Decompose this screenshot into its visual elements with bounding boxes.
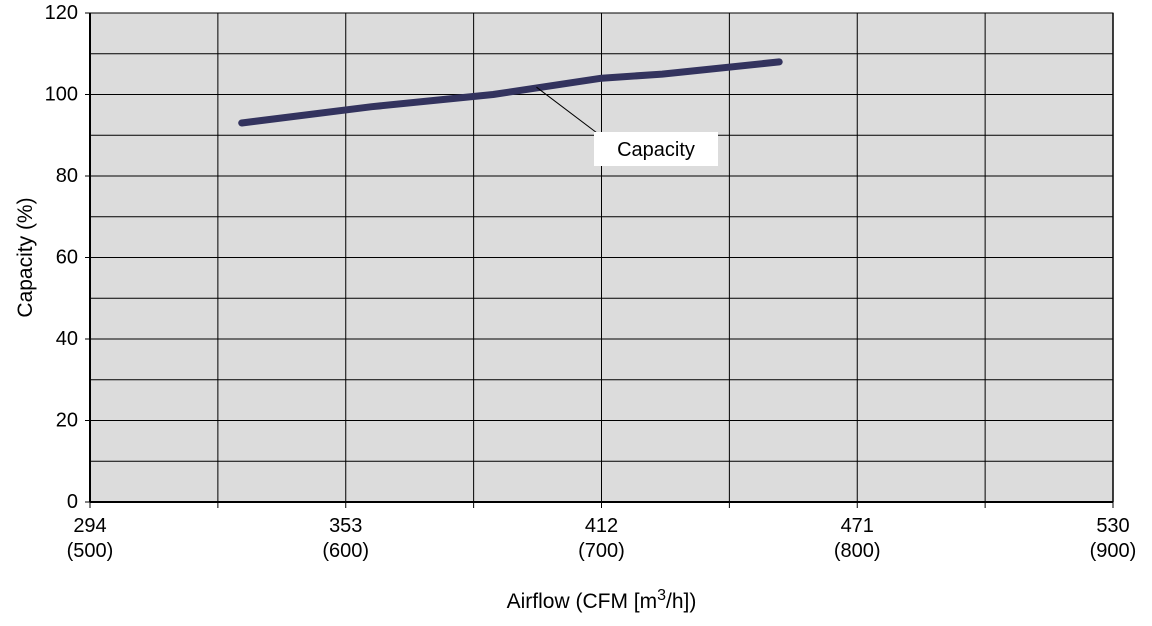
x-tick-labels: 294 (500) 353 (600) 412 (700) 471 (800) 530 (900) [67,515,1137,562]
x-axis-title-suffix: /h]) [666,590,696,613]
y-tick-label: 80 [56,165,78,187]
x-tick-label: 471 [841,515,874,537]
y-tick-label: 20 [56,410,78,432]
annotation-layer: Capacity [536,86,718,166]
x-axis-title-prefix: Airflow (CFM [m [507,590,658,613]
x-tick-label: 530 [1096,515,1129,537]
x-tick-label: 412 [585,515,618,537]
annotation-box [594,132,718,166]
annotation-label: Capacity [617,139,695,161]
x-tick-sublabel: (600) [322,540,369,562]
y-tick-labels: 0 20 40 60 80 100 120 [45,2,78,513]
series-line-capacity [238,58,783,127]
gridlines [90,13,1113,502]
x-tick-sublabel: (900) [1090,540,1137,562]
x-axis-title: Airflow (CFM [m3/h]) [507,587,697,613]
y-tick-label: 40 [56,328,78,350]
x-tick-label: 294 [73,515,106,537]
axes [85,12,1114,508]
y-tick-label: 100 [45,84,78,106]
y-axis-title: Capacity (%) [14,197,37,317]
y-tick-label: 60 [56,247,78,269]
series-layer [238,58,783,127]
x-tick-sublabel: (500) [67,540,114,562]
x-axis-title-superscript: 3 [657,587,666,604]
x-tick-label: 353 [329,515,362,537]
y-tick-label: 0 [67,491,78,513]
annotation-leader-line [536,86,602,137]
x-tick-sublabel: (800) [834,540,881,562]
y-tick-label: 120 [45,2,78,24]
x-tick-sublabel: (700) [578,540,625,562]
